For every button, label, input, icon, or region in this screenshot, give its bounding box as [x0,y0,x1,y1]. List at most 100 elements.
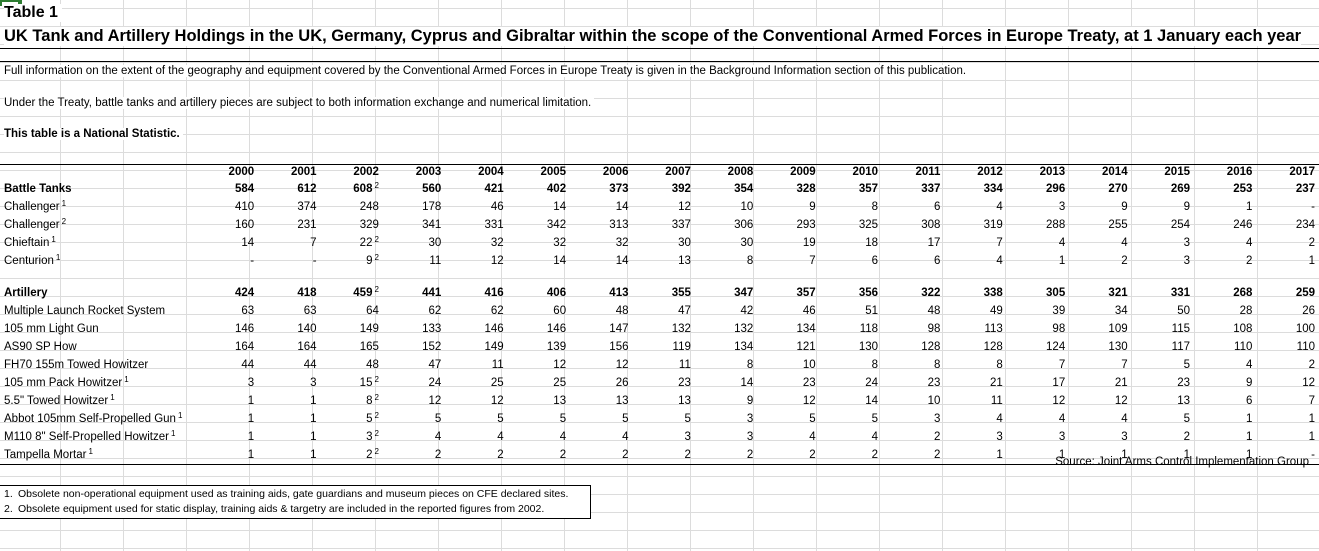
notes-rule [0,61,1319,62]
cell-value: 6 [871,255,879,267]
footnote-ref: 1 [110,393,115,402]
value-cell: 5 [820,410,882,428]
value-cell: 7 [1069,356,1131,374]
active-cell-marker[interactable] [0,0,22,6]
table-row: FH70 155m Towed Howitzer 44 44 48 47 11 12 12 11… [0,356,1319,374]
cell-value: 30 [428,237,442,249]
cell-value: 4 [996,255,1003,267]
value-cell: 5 [1132,356,1194,374]
cell-value: 8 [871,359,879,371]
cell-value: 12 [1052,395,1066,407]
value-cell: 11 [445,356,507,374]
year-header-cell: 2004 [445,164,508,180]
cell-value: 1 [1308,413,1315,425]
value-cell: 5 [1132,410,1194,428]
value-cell: 48 [570,302,632,320]
year-header-cell: 2000 [195,164,259,180]
value-cell: 3 [882,410,944,428]
cell-value: 47 [428,359,442,371]
cell-value: 39 [1052,305,1066,317]
cell-value: 149 [359,323,379,335]
cell-value: 459 [353,287,373,299]
value-cell: 164 [258,338,320,356]
cell-value: 146 [234,323,255,335]
value-cell: 42 [695,302,757,320]
cell-value: 17 [927,237,941,249]
cell-value: - [312,255,317,267]
cell-value: 331 [1170,287,1190,299]
value-cell: 147 [570,320,632,338]
cell-value: 146 [546,323,567,335]
value-cell: 2 [694,446,758,465]
cell-value: 44 [241,359,255,371]
cell-value: 63 [303,305,317,317]
cell-value: 165 [359,341,379,353]
value-cell: 24 [383,374,445,392]
value-cell: 459 2 [321,284,383,302]
cell-value: 2 [497,449,504,461]
value-cell: 355 [632,284,694,302]
value-cell: 4 [1007,234,1069,252]
value-cell: 13 [570,392,632,410]
cell-value: 9 [1245,377,1253,389]
value-cell: 259 [1256,284,1319,302]
footnote-ref: 2 [374,411,379,420]
fill-handle[interactable] [18,0,22,4]
value-cell: 3 [196,374,258,392]
value-cell: 341 [383,216,445,234]
cell-value: 1 [1245,201,1253,213]
year-header-cell: 2014 [1069,164,1132,180]
cell-value: 293 [796,219,816,231]
cell-value: 1 [1058,255,1066,267]
cell-value: 612 [297,183,317,195]
value-cell: 4 [944,198,1006,216]
cell-value: 1 [996,449,1003,461]
year-header-row: 2000 2001 2002 2003 2004 2005 2006 2007 2008 2009… [0,164,1319,180]
value-cell: 30 [383,234,445,252]
value-cell: 2 [507,446,571,465]
cell-value: 2 [1308,359,1315,371]
value-cell: 4 [508,428,570,446]
row-label-cell: AS90 SP How [0,338,196,356]
value-cell: 2 [1194,252,1256,270]
value-cell: 46 [445,198,507,216]
row-label-cell: Challenger 1 [0,198,196,216]
value-cell: 146 [196,320,258,338]
value-cell: 12 [508,356,570,374]
cell-value: 341 [422,219,442,231]
value-cell: 325 [820,216,882,234]
cell-value: 337 [671,219,691,231]
value-cell: 3 [632,428,694,446]
footnote-ref: 2 [374,285,379,294]
value-cell: 306 [695,216,757,234]
cell-value: 418 [297,287,317,299]
value-cell: 14 [508,198,570,216]
cell-value: 108 [1233,323,1253,335]
table-row: Tampella Mortar 1 1 1 2 2 2 2 2 2 2 2 2 2 2 1 1 1 1 1- [0,446,1319,465]
cell-value: 1 [247,431,255,443]
value-cell: 288 [1007,216,1069,234]
source-note: Source: Joint Arms Control Implementatio… [1055,456,1309,468]
cell-value: 4 [434,431,442,443]
footnote-ref: 2 [374,181,379,190]
cell-value: 164 [234,341,255,353]
cell-value: 4 [497,431,504,443]
value-cell: 12 [1007,392,1069,410]
cell-value: - [1311,201,1315,213]
cell-value: 2 [434,449,442,461]
value-cell: 152 [383,338,445,356]
footnote-2: 2. Obsolete equipment used for static dis… [4,503,544,515]
value-cell: 7 [757,252,819,270]
spacer-cell [0,270,1319,284]
note-national-statistic: This table is a National Statistic. [4,128,183,140]
value-cell: 608 2 [321,180,383,198]
cell-value: 342 [546,219,567,231]
value-cell: 32 [508,234,570,252]
cell-value: 50 [1177,305,1190,317]
value-cell: 132 [632,320,694,338]
year-header-cell: 2002 [320,164,383,180]
cell-value: 109 [1108,323,1128,335]
